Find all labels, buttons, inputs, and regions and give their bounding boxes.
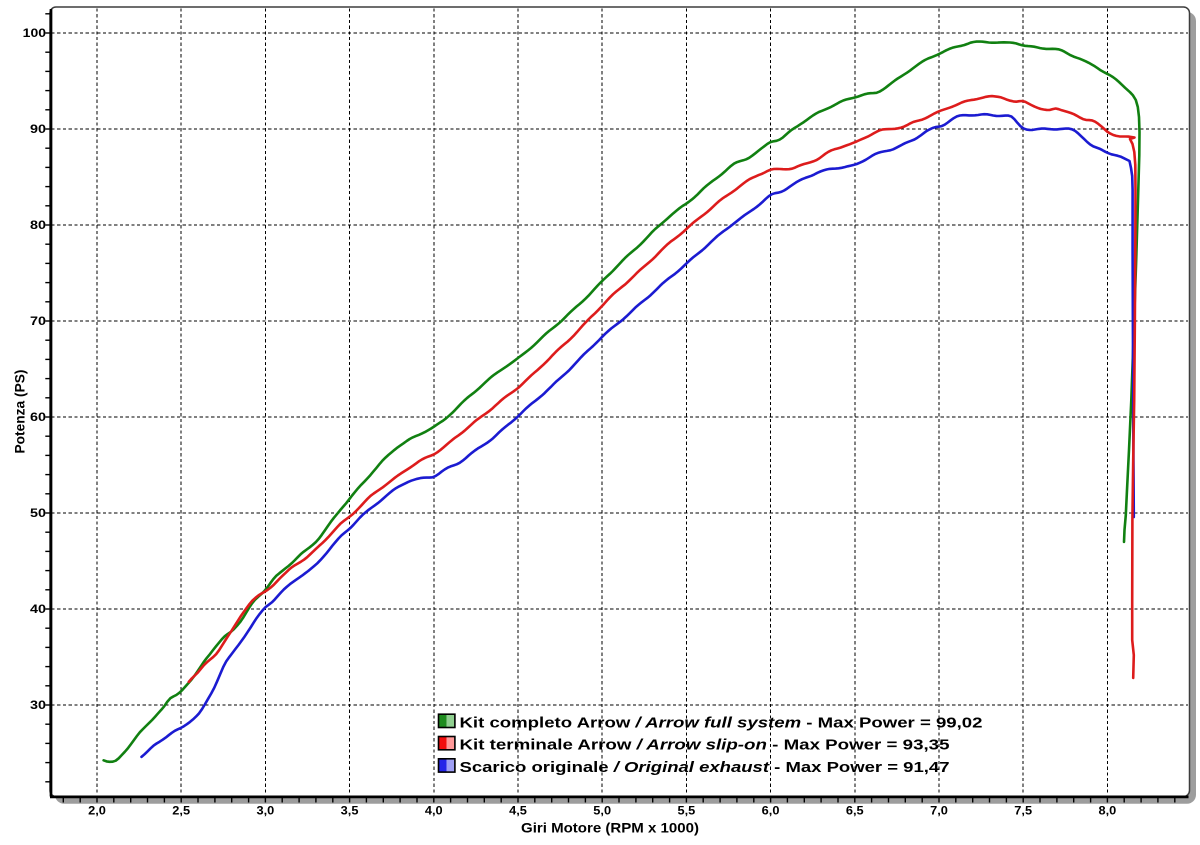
svg-text:50: 50 [30,508,46,520]
svg-text:7,5: 7,5 [1014,806,1032,818]
svg-text:70: 70 [30,316,46,328]
svg-text:Giri Motore (RPM x 1000): Giri Motore (RPM x 1000) [521,819,699,835]
svg-text:4,5: 4,5 [509,806,527,818]
svg-text:3,5: 3,5 [341,806,359,818]
svg-text:6,5: 6,5 [846,806,864,818]
svg-text:2,0: 2,0 [88,806,106,818]
svg-text:30: 30 [30,700,46,712]
svg-text:6,0: 6,0 [762,806,780,818]
svg-text:5,0: 5,0 [593,806,611,818]
svg-text:Kit completo Arrow / Arrow ful: Kit completo Arrow / Arrow full system -… [460,715,983,731]
svg-text:60: 60 [30,412,46,424]
svg-text:Potenza (PS): Potenza (PS) [12,370,28,454]
svg-text:7,0: 7,0 [930,806,948,818]
svg-text:90: 90 [30,124,46,136]
svg-text:3,0: 3,0 [257,806,275,818]
svg-text:100: 100 [23,28,46,40]
svg-text:2,5: 2,5 [172,806,190,818]
svg-text:4,0: 4,0 [425,806,443,818]
svg-text:Kit terminale Arrow / Arrow sl: Kit terminale Arrow / Arrow slip-on - Ma… [460,738,950,754]
svg-text:80: 80 [30,220,46,232]
svg-text:Scarico originale / Original e: Scarico originale / Original exhaust - M… [460,760,950,776]
svg-text:5,5: 5,5 [678,806,696,818]
svg-text:8,0: 8,0 [1099,806,1117,818]
svg-text:40: 40 [30,604,46,616]
